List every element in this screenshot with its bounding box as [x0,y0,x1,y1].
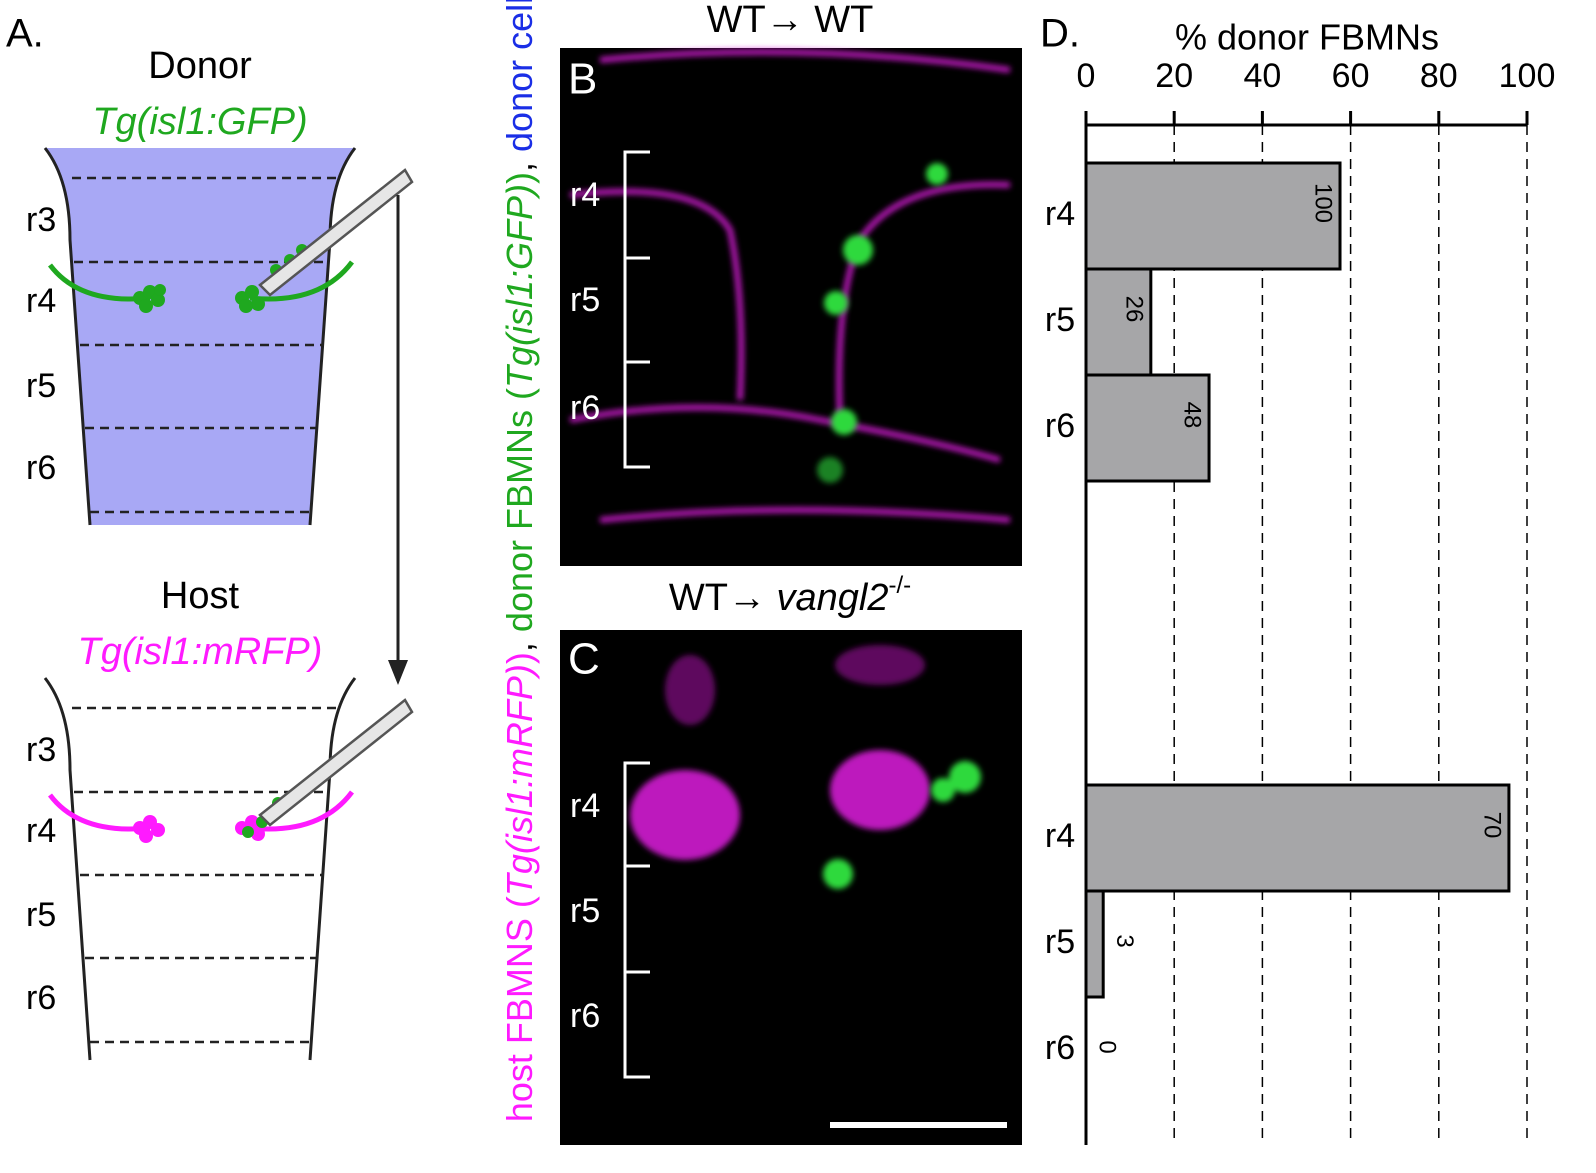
micrograph-c [560,630,1022,1145]
chart: 0 20 40 60 80 100 r4 100 r5 26 r6 48 r4 70 r5 3 r6 0 [1045,57,1555,1145]
rhombomere-label: r5 [26,367,56,405]
n-label: 48 [1179,402,1206,429]
text-part: , [499,632,540,652]
x-tick-label: 100 [1499,57,1556,95]
rhombomere-label: r5 [570,281,600,319]
donor-genotype: Tg(isl1:GFP) [92,101,307,143]
bracket-c [623,761,650,1079]
host-title: Host [161,575,240,617]
text-part: Tg(isl1:GFP) [499,184,540,388]
micrograph-c-cells [823,761,981,889]
text-part: vangl2 [777,577,889,619]
rhombomere-label: r6 [26,979,56,1017]
rhombomere-label: r3 [26,731,56,769]
rhombomere-label: r4 [26,282,56,320]
host-pipette [258,698,414,827]
legend: host FBMNS (Tg(isl1:mRFP)), donor FBMNs … [499,0,540,1122]
rhombomere-label: r4 [570,176,600,214]
text-part: ) [499,172,540,184]
host-outline [43,677,357,1061]
text-part: WT→ WT [707,0,874,41]
text-part: -/- [888,572,911,599]
x-tick-label: 40 [1243,57,1281,95]
bracket-b [623,150,650,469]
text-part: Tg(isl1:mRFP) [499,664,540,896]
bar [1084,373,1211,483]
panel-label: B [568,55,597,104]
rhombomere-label: r3 [26,201,56,239]
host-nerve [48,790,355,832]
category-label: r6 [1045,407,1075,445]
bar [1084,889,1105,999]
x-tick-label: 60 [1332,57,1370,95]
n-label: 0 [1094,1040,1121,1053]
n-label: 3 [1111,934,1138,947]
x-tick-label: 0 [1077,57,1096,95]
donor-embryo [45,148,355,525]
text-part: WT→ [669,577,777,619]
bar [1084,783,1511,893]
rhombomere-label: r6 [26,449,56,487]
text-part: host FBMNS ( [499,896,540,1122]
host-boundaries [72,706,340,1044]
x-tick-label: 80 [1420,57,1458,95]
micrograph-b-cells [817,163,948,483]
n-label: 26 [1120,296,1147,323]
rhombomere-label: r5 [26,896,56,934]
rhombomere-label: r6 [570,389,600,427]
transfer-arrowhead [388,660,408,685]
category-label: r6 [1045,1029,1075,1067]
panel-label: A. [6,12,44,56]
rhombomere-label: r6 [570,997,600,1035]
n-label: 100 [1310,183,1337,223]
text-part: ) [499,652,540,664]
panel-label: C [568,635,600,684]
donor-title: Donor [148,45,252,87]
panel-title: WT→ vangl2-/- [669,572,911,619]
host-genotype: Tg(isl1:mRFP) [78,631,323,673]
rhombomere-label: r4 [570,787,600,825]
n-label: 70 [1479,812,1506,839]
category-label: r4 [1045,195,1075,233]
rhombomere-label: r5 [570,892,600,930]
text-part: , [499,152,540,172]
micrograph-b [560,48,1022,566]
category-label: r5 [1045,923,1075,961]
text-part: donor cells [499,0,540,152]
host-cells [133,815,265,843]
panel-title: WT→ WT [707,0,874,41]
category-label: r5 [1045,301,1075,339]
bar [1084,161,1342,271]
rhombomere-label: r4 [26,812,56,850]
text-part: donor FBMNs ( [499,388,540,632]
donor-pipette [258,168,414,297]
category-label: r4 [1045,817,1075,855]
x-axis-label: % donor FBMNs [1175,17,1439,58]
panel-label: D. [1040,12,1080,56]
micrograph-c-signal [630,645,930,860]
x-tick-label: 20 [1155,57,1193,95]
